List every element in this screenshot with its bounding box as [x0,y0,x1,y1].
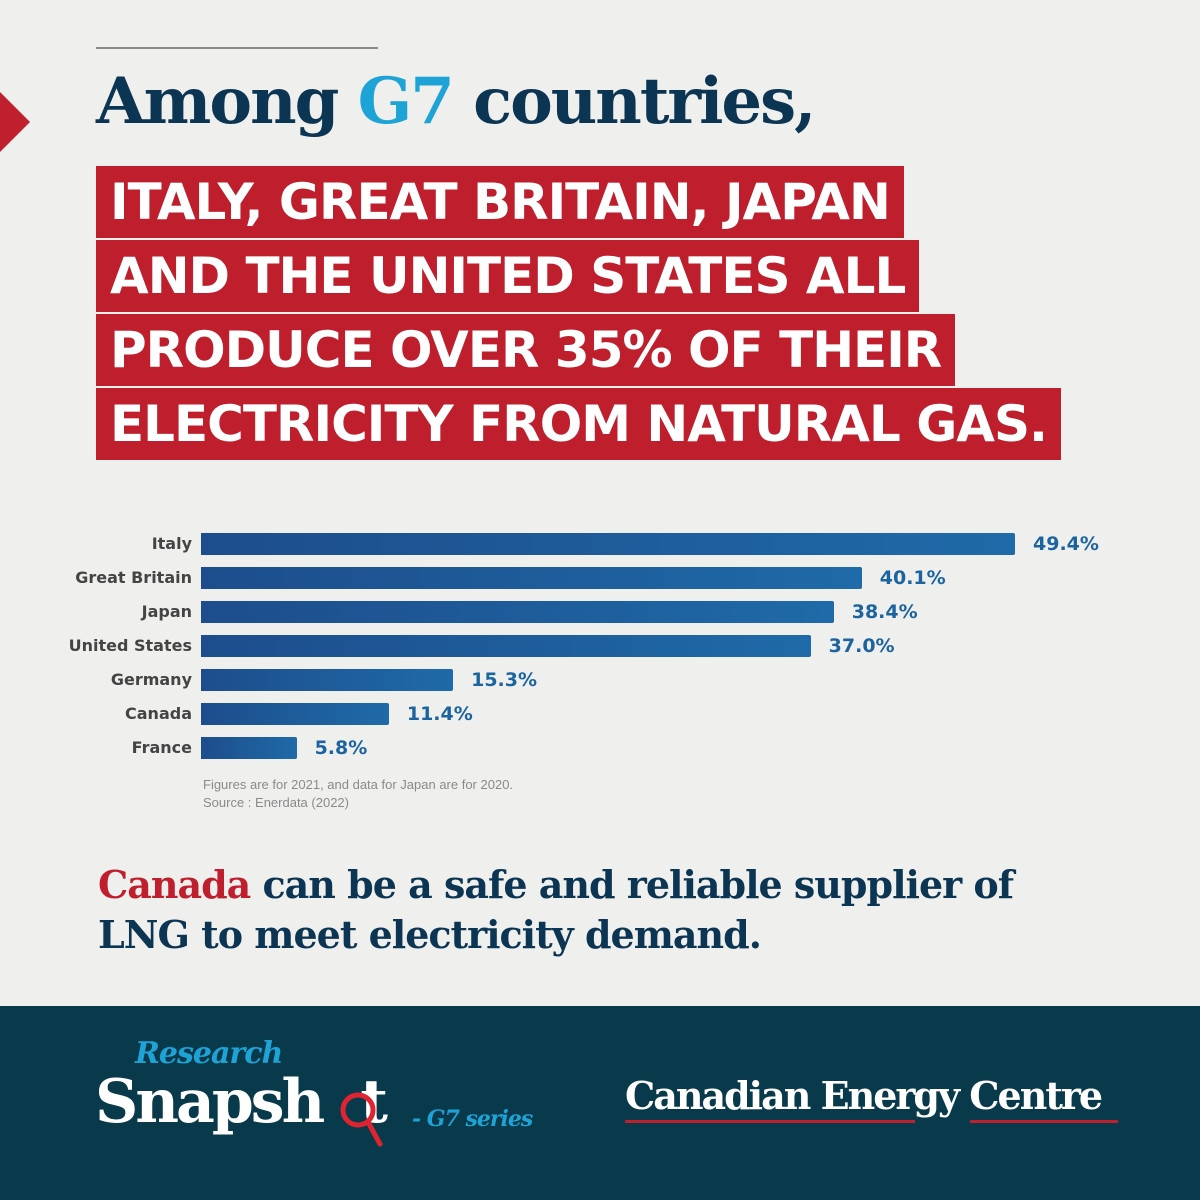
footer [0,1006,1200,1200]
red-headline-line: PRODUCE OVER 35% OF THEIR [96,314,956,386]
decorative-rule [96,47,378,49]
bar-canada [201,703,389,725]
logo-series-text: - G7 series [412,1106,533,1132]
bar-germany [201,669,454,691]
brand-underline [625,1120,915,1123]
value-label: 5.8% [314,737,368,759]
category-label: Japan [141,602,192,621]
magnifier-icon [340,1092,383,1147]
value-label: 38.4% [851,601,918,623]
category-label: Great Britain [75,568,192,587]
category-label: United States [68,636,192,655]
bar-chart: Italy 49.4% Great Britain 40.1% Japan 38.4% Un… [0,525,1200,775]
red-arrow-icon [0,92,30,152]
bar-great-britain [201,567,862,589]
brand-underline [970,1120,1118,1123]
closing-statement: Canada can be a safe and reliable suppli… [98,862,1014,957]
bar-france [201,737,297,759]
chart-source: Source : Enerdata (2022) [203,795,349,810]
chart-note: Figures are for 2021, and data for Japan… [203,777,514,792]
bar-united-states [201,635,811,657]
value-label: 15.3% [471,669,538,691]
bar-japan [201,601,834,623]
value-label: 11.4% [406,703,473,725]
category-label: Canada [125,704,192,723]
category-label: France [131,738,192,757]
category-label: Germany [110,670,192,689]
category-label: Italy [151,534,192,553]
value-label: 40.1% [879,567,946,589]
logo-research-text: Research [135,1036,283,1071]
headline: Among G7 countries, [96,64,816,139]
red-headline-line: ITALY, GREAT BRITAIN, JAPAN [96,166,904,238]
logo-snapshot-text: Snapsh t [95,1067,388,1137]
value-label: 49.4% [1033,533,1099,555]
brand-name: Canadian Energy Centre [625,1073,1103,1118]
red-headline-line: AND THE UNITED STATES ALL [96,240,920,312]
red-headline-line: ELECTRICITY FROM NATURAL GAS. [96,388,1061,460]
value-label: 37.0% [828,635,895,657]
bar-italy [201,533,1015,555]
